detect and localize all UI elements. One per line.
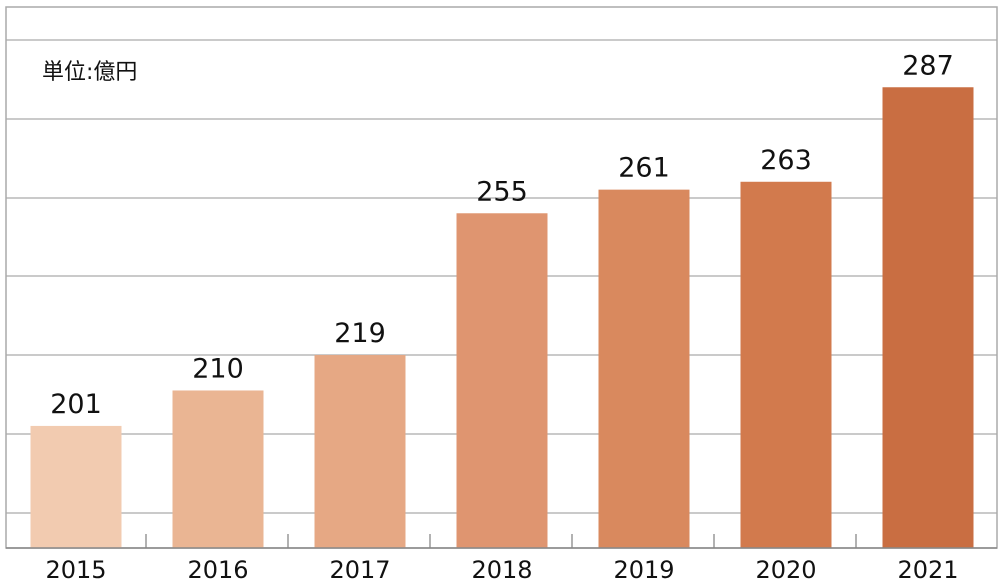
data-label-2021: 287 xyxy=(902,50,954,81)
bar-2016 xyxy=(172,390,264,548)
x-tick-label-2021: 2021 xyxy=(897,556,958,583)
bar-2021 xyxy=(882,87,974,549)
data-label-2016: 210 xyxy=(192,353,244,384)
bar-2020 xyxy=(740,181,832,548)
x-tick-label-2020: 2020 xyxy=(755,556,816,583)
x-tick-label-2015: 2015 xyxy=(45,556,106,583)
x-tick-label-2018: 2018 xyxy=(471,556,532,583)
data-label-2020: 263 xyxy=(760,145,812,176)
unit-label: 単位:億円 xyxy=(42,60,138,85)
bar-2017 xyxy=(314,355,406,548)
bar-2015 xyxy=(30,425,122,548)
data-label-2019: 261 xyxy=(618,153,670,184)
data-label-2015: 201 xyxy=(50,389,102,420)
bar-2018 xyxy=(456,213,548,549)
x-tick-label-2019: 2019 xyxy=(613,556,674,583)
x-tick-label-2016: 2016 xyxy=(187,556,248,583)
x-tick-label-2017: 2017 xyxy=(329,556,390,583)
data-label-2017: 219 xyxy=(334,318,386,349)
bar-2019 xyxy=(598,189,690,548)
data-label-2018: 255 xyxy=(476,176,528,207)
